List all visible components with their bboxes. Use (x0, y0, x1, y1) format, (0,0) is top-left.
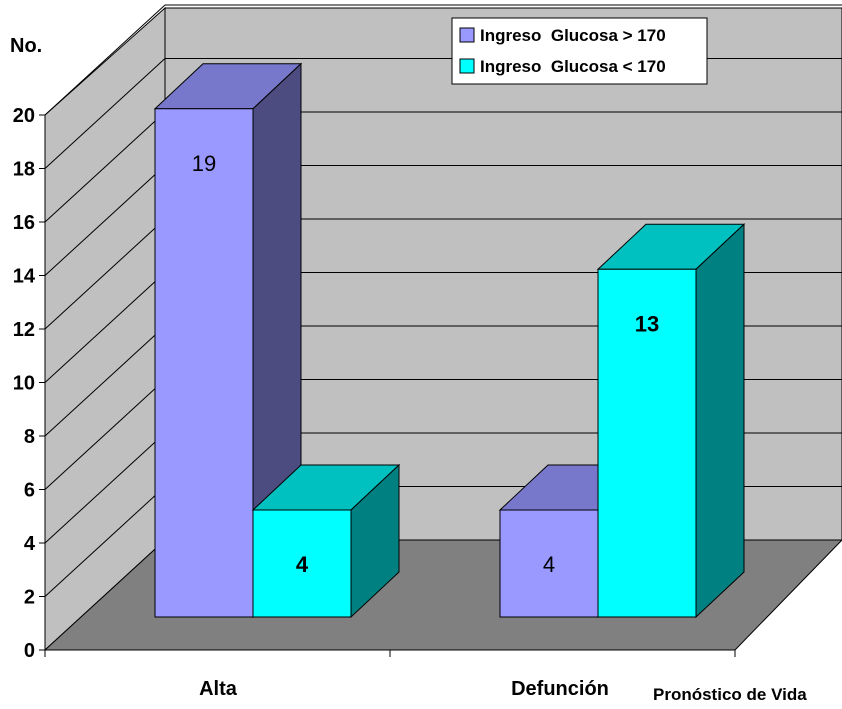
gridline-side (44, 379, 166, 490)
gridline-side (44, 165, 166, 276)
x-category-label: Defunción (511, 678, 609, 700)
bar-front (597, 268, 697, 618)
y-axis-ticks: 0 2 4 6 8 10 12 14 16 18 20 (13, 105, 45, 662)
gridline-side (44, 486, 166, 597)
bar: 13 (596, 223, 746, 619)
gridline-side (44, 111, 166, 223)
y-tick-label: 16 (13, 212, 35, 234)
bar-value-label: 4 (296, 552, 309, 577)
y-tick-label: 0 (24, 640, 35, 662)
y-tick-label: 2 (24, 587, 35, 609)
y-axis-title: No. (10, 35, 42, 57)
y-tick-label: 14 (13, 266, 36, 288)
x-axis-title: Pronóstico de Vida (653, 685, 807, 704)
bar-front (154, 108, 254, 618)
y-tick-label: 12 (13, 319, 35, 341)
y-tick-label: 8 (24, 426, 35, 448)
bar-value-label: 13 (635, 311, 659, 336)
legend-box (451, 17, 708, 85)
y-tick-label: 4 (24, 533, 36, 555)
bar-side (695, 223, 745, 619)
y-tick-label: 20 (13, 105, 35, 127)
bar-front (252, 509, 352, 618)
bar-value-label: 19 (192, 151, 216, 176)
legend-swatch (459, 58, 475, 74)
bar-front (499, 509, 599, 618)
chart-side-wall (44, 6, 166, 652)
gridline-side (44, 4, 166, 116)
bars: 19 4 4 13 (153, 62, 746, 619)
gridline-side (44, 272, 166, 383)
x-category-label: Alta (199, 678, 238, 700)
y-tick-label: 10 (13, 373, 35, 395)
gridline-side (44, 432, 166, 544)
y-tick-label: 6 (24, 480, 35, 502)
y-tick-label: 18 (13, 159, 35, 181)
legend-label: Ingreso Glucosa < 170 (480, 57, 666, 76)
legend-label: Ingreso Glucosa > 170 (480, 26, 666, 45)
gridline-side (44, 218, 166, 330)
gridline-side (44, 58, 166, 169)
x-axis-labels: Alta Defunción (199, 678, 609, 700)
legend: Ingreso Glucosa > 170 Ingreso Glucosa < 1… (451, 17, 708, 85)
gridline-side (44, 325, 166, 437)
bar: 4 (251, 463, 401, 619)
legend-swatch (459, 27, 475, 43)
bar-value-label: 4 (543, 552, 555, 577)
